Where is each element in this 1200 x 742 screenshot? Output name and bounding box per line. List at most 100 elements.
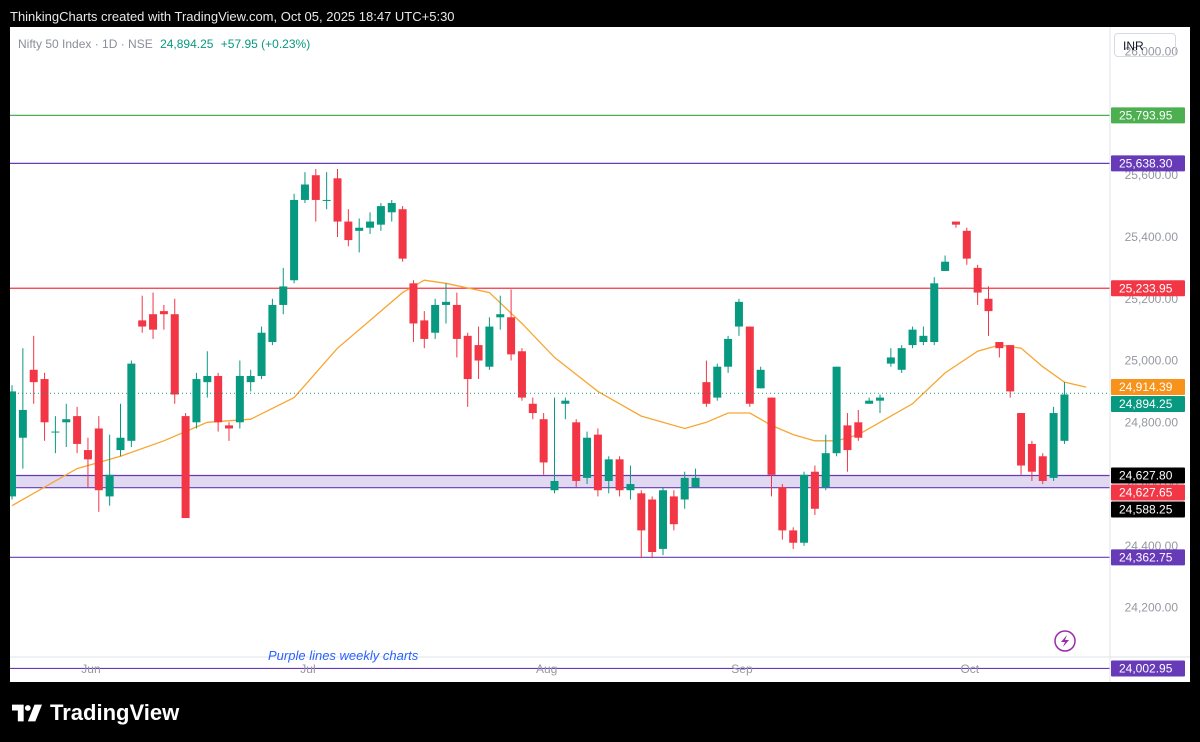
price-tag-label: 24,627.80 — [1119, 468, 1173, 482]
candle — [268, 298, 277, 346]
candle-body — [73, 416, 82, 444]
candle — [951, 221, 960, 228]
price-tag-label: 25,793.95 — [1119, 108, 1173, 122]
candle-body — [214, 375, 223, 423]
candle-body — [138, 320, 147, 327]
lightning-icon[interactable] — [1054, 630, 1076, 652]
candle-body — [225, 425, 233, 429]
candle — [94, 416, 103, 512]
price-tag: 24,914.39 — [1111, 378, 1185, 395]
candle-body — [854, 422, 863, 438]
candle — [821, 434, 830, 491]
x-tick-label: Sep — [731, 662, 753, 676]
y-tick-label: 24,400.00 — [1125, 539, 1179, 553]
candle — [507, 289, 516, 361]
candle-body — [268, 304, 277, 342]
candle-body — [800, 474, 809, 543]
y-tick-label: 25,400.00 — [1125, 230, 1179, 244]
price-tag: 25,793.95 — [1111, 107, 1185, 124]
price-tag-label: 24,002.95 — [1119, 661, 1173, 675]
price-change: +57.95 (+0.23%) — [220, 37, 311, 51]
candle-body — [376, 206, 385, 225]
candle-body — [648, 499, 657, 552]
candle — [919, 326, 928, 346]
tradingview-brand[interactable]: TradingView — [12, 700, 179, 726]
candle — [1049, 406, 1058, 481]
candle — [539, 413, 548, 475]
candle-body — [203, 375, 212, 383]
candle — [854, 409, 863, 441]
symbol-info: Nifty 50 Index · 1D · NSE — [18, 37, 153, 51]
price-tag-label: 25,638.30 — [1119, 156, 1173, 170]
candle — [246, 369, 255, 392]
candle-body — [691, 477, 700, 488]
candle — [962, 227, 971, 265]
price-tag: 24,894.25 — [1111, 395, 1185, 412]
candle-body — [105, 474, 114, 497]
candle — [322, 172, 331, 210]
candle-body — [507, 317, 516, 355]
candle-body — [235, 375, 244, 423]
candle-body — [431, 304, 440, 333]
price-tag-box — [1111, 107, 1185, 124]
candle — [192, 372, 201, 429]
candle — [127, 360, 136, 447]
candle — [40, 372, 49, 441]
candle — [648, 496, 657, 559]
candle-body — [474, 345, 483, 361]
price-tag-label: 24,914.39 — [1119, 380, 1173, 394]
candle-body — [724, 338, 733, 367]
candle — [29, 335, 38, 404]
candle — [713, 363, 722, 401]
candle-body — [51, 431, 60, 433]
candle-body — [257, 332, 266, 376]
chart-panel[interactable]: 26,000.0025,800.0025,600.0025,400.0025,2… — [10, 27, 1190, 682]
time-axis: Jun Jul Aug Sep Oct — [10, 656, 1190, 676]
price-tag-box — [1111, 549, 1185, 566]
candle — [604, 456, 613, 494]
candle-body — [311, 175, 320, 200]
currency-button[interactable]: INR — [1114, 33, 1176, 57]
candle-body — [333, 178, 342, 222]
candle-body — [767, 397, 776, 475]
y-tick-label: 24,200.00 — [1125, 601, 1179, 615]
candle-body — [778, 487, 787, 531]
candle-body — [615, 459, 624, 491]
price-tag: 24,588.25 — [1111, 501, 1185, 518]
candle-body — [290, 199, 299, 281]
price-tag-label: 24,627.65 — [1119, 485, 1173, 499]
y-tick-label: 25,600.00 — [1125, 168, 1179, 182]
candle-body — [170, 314, 179, 395]
candle — [203, 351, 212, 398]
candle — [235, 360, 244, 429]
candle-body — [344, 221, 353, 241]
chart-header-caption: ThinkingCharts created with TradingView.… — [10, 9, 455, 24]
candle-body — [1017, 413, 1026, 466]
candle-body — [517, 351, 526, 398]
price-tag: 24,627.80 — [1111, 467, 1185, 484]
candle-body — [355, 227, 364, 231]
candle — [995, 342, 1004, 358]
candle-body — [789, 530, 798, 543]
price-tag-box — [1111, 484, 1185, 501]
candle-body — [116, 437, 125, 451]
candle — [463, 332, 472, 407]
candle — [83, 437, 92, 488]
candle — [691, 468, 700, 488]
candle — [550, 397, 559, 494]
candle-body — [995, 342, 1004, 349]
candle-body — [886, 357, 895, 364]
candle — [290, 193, 299, 284]
candle-body — [832, 366, 841, 454]
price-tag: 24,002.95 — [1111, 660, 1185, 677]
candle — [333, 169, 342, 237]
price-tags: 25,793.95 25,638.30 25,233.95 24,914.39 24,8… — [1111, 107, 1185, 677]
candle-body — [745, 326, 754, 404]
candle — [886, 348, 895, 367]
candlestick-chart[interactable]: 26,000.0025,800.0025,600.0025,400.0025,2… — [10, 27, 1190, 682]
candle-body — [300, 184, 309, 200]
price-tag: 24,627.65 — [1111, 484, 1185, 501]
candle — [355, 218, 364, 253]
candle-body — [398, 209, 407, 259]
candle-body — [149, 314, 158, 330]
